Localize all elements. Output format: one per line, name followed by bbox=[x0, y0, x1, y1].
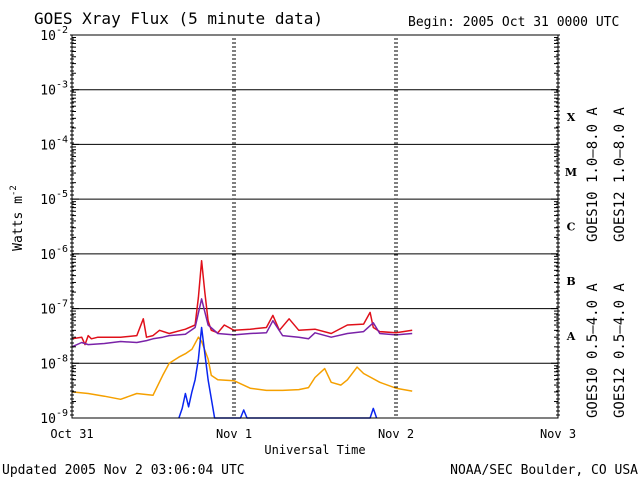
series-line bbox=[71, 336, 413, 401]
flare-class-label: C bbox=[567, 221, 576, 234]
x-tick-label: Nov 3 bbox=[540, 427, 576, 441]
y-tick-label: 10-8 bbox=[40, 353, 68, 372]
y-tick-label: 10-7 bbox=[40, 299, 68, 318]
series-group bbox=[71, 259, 413, 419]
x-axis-label: Universal Time bbox=[264, 443, 365, 457]
tick-marks bbox=[70, 34, 560, 419]
flare-class-labels: A B C M X bbox=[565, 111, 577, 343]
legend-label: GOES10 1.0–8.0 A bbox=[585, 107, 601, 242]
legend-goes10-short: GOES10 0.5–4.0 A bbox=[585, 283, 601, 418]
flare-class-label: M bbox=[565, 166, 577, 179]
y-axis-label: Watts m bbox=[11, 196, 26, 251]
gridlines bbox=[72, 89, 558, 364]
x-tick-labels: Oct 31 Nov 1 Nov 2 Nov 3 bbox=[50, 427, 576, 441]
updated-timestamp: Updated 2005 Nov 2 03:06:04 UTC bbox=[2, 463, 245, 478]
y-tick-label: 10-6 bbox=[40, 244, 68, 263]
chart-title: GOES Xray Flux (5 minute data) bbox=[34, 9, 323, 28]
flare-class-label: A bbox=[566, 330, 576, 343]
y-tick-label: 10-2 bbox=[40, 25, 68, 44]
y-axis-label-group: Watts m-2 bbox=[9, 185, 26, 251]
legend-label: GOES12 0.5–4.0 A bbox=[612, 283, 628, 418]
flare-class-label: B bbox=[566, 275, 575, 288]
legend-label: GOES10 0.5–4.0 A bbox=[585, 283, 601, 418]
begin-label: Begin: 2005 Oct 31 0000 UTC bbox=[408, 15, 619, 30]
x-tick-label: Oct 31 bbox=[50, 427, 93, 441]
x-tick-label: Nov 2 bbox=[378, 427, 414, 441]
y-tick-label: 10-3 bbox=[40, 80, 68, 99]
svg-text:Watts m-2: Watts m-2 bbox=[9, 185, 26, 251]
legend-label: GOES12 1.0–8.0 A bbox=[612, 107, 628, 242]
y-tick-label: 10-5 bbox=[40, 189, 68, 208]
y-tick-labels: 10-9 10-8 10-7 10-6 10-5 10-4 10-3 10-2 bbox=[40, 25, 68, 427]
y-tick-label: 10-4 bbox=[40, 134, 68, 153]
plot-frame bbox=[71, 34, 559, 419]
legend-goes12-short: GOES12 0.5–4.0 A bbox=[612, 283, 628, 418]
flare-class-label: X bbox=[567, 111, 576, 124]
x-tick-label: Nov 1 bbox=[216, 427, 252, 441]
legend-goes10-long: GOES10 1.0–8.0 A bbox=[585, 107, 601, 242]
source-credit: NOAA/SEC Boulder, CO USA bbox=[450, 463, 638, 478]
y-tick-label: 10-9 bbox=[40, 408, 68, 427]
series-line bbox=[71, 298, 413, 348]
y-axis-label-exponent: -2 bbox=[9, 185, 19, 196]
legend-goes12-long: GOES12 1.0–8.0 A bbox=[612, 107, 628, 242]
series-line bbox=[178, 326, 378, 419]
